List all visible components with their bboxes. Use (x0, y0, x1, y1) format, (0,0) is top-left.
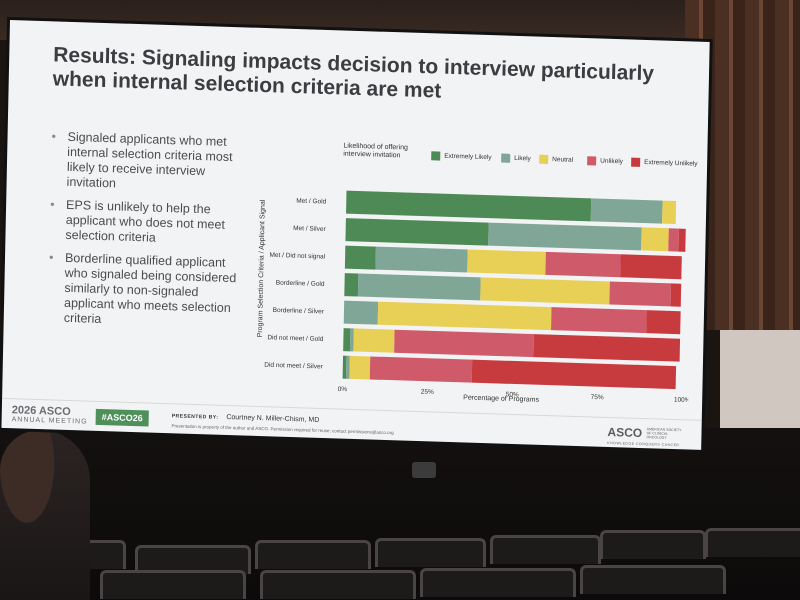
projection-screen: Results: Signaling impacts decision to i… (1, 20, 710, 450)
category-tick-label: Met / Gold (296, 198, 327, 206)
legend-swatch (431, 151, 441, 161)
chair (490, 535, 601, 564)
bar-segment (467, 249, 546, 275)
chair (705, 528, 800, 557)
chair (420, 568, 576, 597)
bar-segment (357, 273, 481, 301)
chair (600, 530, 706, 559)
bar-segment (344, 245, 376, 270)
chart-plot: Met / Gold Met / Silver Met / Did not sign… (264, 190, 691, 404)
bar-segment (533, 334, 681, 362)
legend-swatch (539, 154, 549, 164)
bar-segment (345, 355, 350, 379)
bar-segment (349, 328, 354, 352)
bar-segment (545, 251, 621, 278)
bar-segment (369, 356, 473, 383)
category-tick-label: Did not meet / Gold (267, 334, 324, 343)
bullet-item: EPS is unlikely to help the applicant wh… (49, 197, 240, 248)
bar-segment (488, 222, 642, 251)
meeting-name: ANNUAL MEETING (11, 416, 88, 426)
bar-segment (375, 246, 468, 273)
presenter-credit: PRESENTED BY: Courtney N. Miller-Chism, … (172, 412, 320, 424)
bar-segment (377, 301, 552, 331)
bar-segment (344, 273, 359, 297)
bullet-list: Signaled applicants who met internal sel… (47, 129, 241, 339)
chair (255, 540, 371, 569)
legend-label: Likely (514, 154, 531, 163)
bar-segment (343, 328, 351, 352)
legend-item: Unlikely (587, 156, 623, 166)
bar-segment (641, 227, 669, 252)
x-axis-label: Percentage of Programs (463, 394, 540, 404)
bar-segment (620, 254, 682, 280)
category-tick-label: Borderline / Gold (276, 279, 325, 288)
x-tick-label: 50% (506, 391, 519, 398)
bar-segment (480, 277, 610, 305)
chair (375, 538, 486, 567)
chair (260, 570, 416, 599)
bar-segment (346, 190, 592, 222)
bar-segment (590, 198, 663, 224)
category-tick-label: Met / Silver (293, 225, 326, 233)
bullet-item: Borderline qualified applicant who signa… (48, 250, 239, 331)
meeting-logo: 2026 ASCO ANNUAL MEETING (12, 404, 88, 425)
asco-logo: ASCO AMERICAN SOCIETY OF CLINICAL ONCOLO… (607, 423, 687, 447)
x-tick-label: 0% (338, 386, 348, 393)
legend-label: Unlikely (600, 157, 624, 166)
x-tick-label: 100% (674, 397, 691, 404)
legend-title: Likelihood of offering interview invitat… (343, 142, 408, 160)
bar-segment (662, 200, 677, 224)
legend-label: Extremely Unlikely (644, 158, 698, 168)
hashtag-badge: #ASCO26 (95, 408, 149, 427)
bar-segment (678, 228, 686, 252)
bar-segment (551, 307, 647, 334)
x-tick-label: 25% (421, 389, 434, 396)
bar-segment (353, 328, 395, 353)
org-brand: ASCO (607, 424, 643, 441)
bar-segment (345, 218, 489, 246)
copyright-disclaimer: Presentation is property of the author a… (171, 423, 394, 436)
legend-item: Neutral (539, 154, 574, 165)
bar-segment (342, 355, 347, 379)
bar-segment (670, 283, 682, 307)
legend-swatch (587, 156, 597, 166)
legend-swatch (631, 157, 641, 167)
category-tick-label: Borderline / Silver (273, 307, 325, 316)
bar-segment (668, 228, 679, 252)
legend-label: Extremely Likely (444, 152, 492, 162)
legend-item: Extremely Likely (431, 151, 492, 162)
bar-segment (394, 329, 534, 358)
legend-label: Neutral (552, 156, 574, 164)
chair (100, 570, 246, 599)
presented-by-label: PRESENTED BY: (171, 413, 219, 421)
podium-light (412, 462, 436, 478)
category-tick-label: Did not meet / Silver (264, 362, 323, 371)
chair (135, 545, 251, 574)
bar-segment (471, 359, 677, 390)
chair (580, 565, 726, 594)
x-tick-label: 75% (591, 394, 604, 401)
bar-segment (343, 300, 379, 325)
bullet-item: Signaled applicants who met internal sel… (50, 129, 241, 195)
legend-swatch (501, 153, 511, 163)
legend-item: Likely (501, 153, 531, 163)
org-tagline: KNOWLEDGE CONQUERS CANCER (607, 440, 680, 448)
audience-member (0, 430, 90, 600)
presenter-name: Courtney N. Miller-Chism, MD (226, 413, 320, 424)
org-name: AMERICAN SOCIETY OF CLINICAL ONCOLOGY (646, 426, 682, 440)
bar-segment (646, 310, 681, 335)
bar-segment (609, 281, 672, 307)
stacked-bar-chart: Likelihood of offering interview invitat… (238, 139, 698, 408)
bar-segment (349, 355, 371, 380)
category-tick-label: Met / Did not signal (269, 252, 325, 261)
slide-title: Results: Signaling impacts decision to i… (52, 43, 655, 103)
